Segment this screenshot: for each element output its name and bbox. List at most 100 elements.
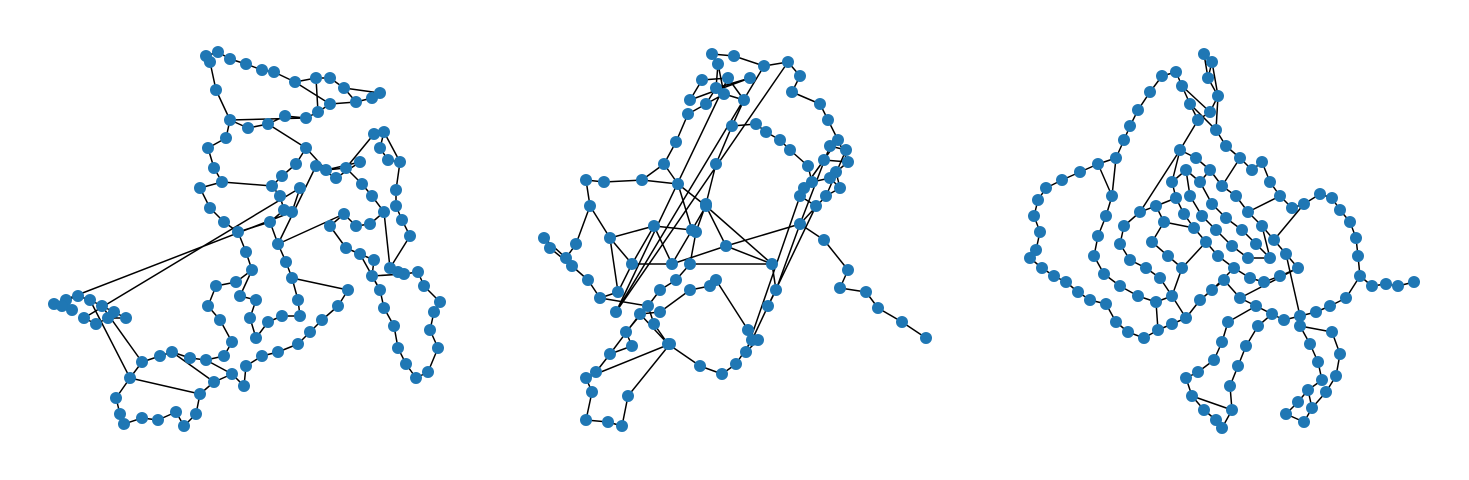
graph-edge (609, 237, 619, 293)
graph-node (390, 200, 402, 212)
graph-node (418, 280, 430, 292)
graph-node (300, 142, 312, 154)
graph-node (872, 302, 884, 314)
graph-node (1298, 198, 1310, 210)
graph-node (1334, 348, 1346, 360)
graph-node (56, 300, 68, 312)
graph-node (204, 202, 216, 214)
graph-node (324, 220, 336, 232)
graph-node (84, 294, 96, 306)
graph-node (1180, 312, 1192, 324)
graph-node (1294, 320, 1306, 332)
graph-node (582, 274, 594, 286)
graph-node (304, 326, 316, 338)
graph-node (648, 318, 660, 330)
graph-node (356, 178, 368, 190)
graph-node (96, 300, 108, 312)
graph-node (670, 136, 682, 148)
graph-node (266, 180, 278, 192)
graph-node (154, 350, 166, 362)
graph-node (279, 110, 291, 122)
graph-edge (823, 239, 849, 271)
graph-node (204, 56, 216, 68)
graph-node (184, 352, 196, 364)
graph-node (434, 296, 446, 308)
graph-node (1024, 252, 1036, 264)
graph-node (1304, 338, 1316, 350)
graph-node (1176, 262, 1188, 274)
graph-edge (715, 125, 733, 165)
graph-node (752, 334, 764, 346)
graph-node (216, 176, 228, 188)
graph-edge (603, 179, 643, 183)
graph-node (1092, 158, 1104, 170)
graph-node (1232, 360, 1244, 372)
graph-node (394, 156, 406, 168)
graph-node (1150, 200, 1162, 212)
graph-node (382, 154, 394, 166)
graph-node (712, 58, 724, 70)
graph-node (210, 280, 222, 292)
graph-node (404, 230, 416, 242)
graph-node (604, 232, 616, 244)
graph-node (1334, 204, 1346, 216)
graph-edge (705, 163, 717, 205)
graph-node (1220, 140, 1232, 152)
graph-node (208, 376, 220, 388)
graph-node (338, 82, 350, 94)
graph-node (1154, 272, 1166, 284)
graph-node (242, 122, 254, 134)
graph-edge (671, 245, 727, 265)
graph-edge (615, 65, 765, 313)
graph-node (626, 258, 638, 270)
graph-node (1264, 176, 1276, 188)
graph-node (538, 232, 550, 244)
graph-node (1212, 250, 1224, 262)
graph-node (648, 220, 660, 232)
graph-node (90, 318, 102, 330)
graph-node (364, 218, 376, 230)
graph-edge (277, 213, 345, 245)
graph-node (1178, 208, 1190, 220)
graph-edge (277, 165, 317, 245)
graph-node (240, 246, 252, 258)
graph-node (896, 316, 908, 328)
graph-node (1194, 176, 1206, 188)
graph-node (634, 308, 646, 320)
graph-edge (1139, 149, 1181, 213)
graph-node (366, 92, 378, 104)
graph-node (274, 190, 286, 202)
graph-node (1144, 86, 1156, 98)
graph-node (1198, 48, 1210, 60)
graph-node (1320, 386, 1332, 398)
graph-node (102, 312, 114, 324)
graph-node (1280, 408, 1292, 420)
graph-node (1132, 104, 1144, 116)
graph-edge (725, 223, 801, 247)
graph-node (422, 366, 434, 378)
graph-node (78, 312, 90, 324)
graph-node (118, 418, 130, 430)
graph-node (1216, 180, 1228, 192)
graph-edge (267, 123, 307, 149)
graph-node (612, 286, 624, 298)
graph-node (1204, 164, 1216, 176)
graph-node (374, 284, 386, 296)
graph-node (1340, 292, 1352, 304)
graph-node (1170, 66, 1182, 78)
graph-node (834, 182, 846, 194)
graph-node (226, 368, 238, 380)
graph-node (762, 300, 774, 312)
graph-node (1180, 164, 1192, 176)
graph-edge (83, 187, 301, 319)
graph-node (1344, 216, 1356, 228)
graph-node (822, 114, 834, 126)
graph-node (672, 178, 684, 190)
graph-node (234, 290, 246, 302)
graph-edge (1111, 157, 1117, 197)
graph-node (294, 310, 306, 322)
graph-node (410, 372, 422, 384)
graph-edge (615, 77, 729, 313)
graph-node (700, 200, 712, 212)
graph-node (730, 358, 742, 370)
